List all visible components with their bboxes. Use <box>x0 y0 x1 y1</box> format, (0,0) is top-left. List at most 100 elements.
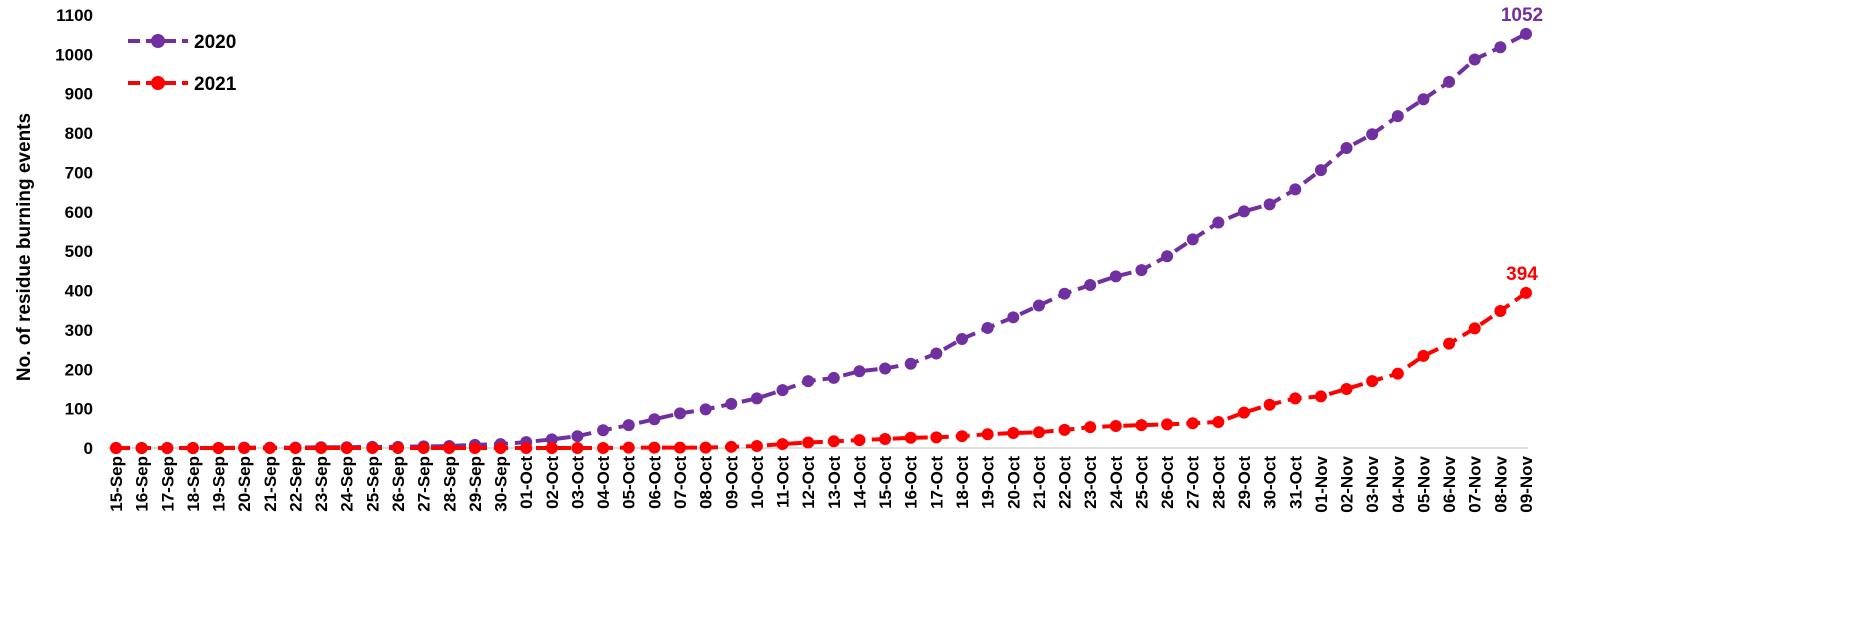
y-tick-label: 1000 <box>55 45 93 64</box>
x-tick-label: 29-Oct <box>1235 456 1254 509</box>
data-point-2021 <box>1520 286 1532 299</box>
y-tick-label: 400 <box>65 282 93 301</box>
data-point-2021 <box>879 432 892 445</box>
x-tick-label: 11-Oct <box>774 456 793 508</box>
y-tick-label: 700 <box>65 163 93 182</box>
data-point-2020 <box>597 424 610 437</box>
data-point-2020 <box>648 413 661 426</box>
data-point-2021 <box>468 442 481 454</box>
data-point-2020 <box>1494 41 1507 54</box>
x-tick-label: 07-Nov <box>1466 455 1485 512</box>
data-point-2020 <box>1417 93 1430 106</box>
data-point-2021 <box>443 442 456 454</box>
data-point-2021 <box>1058 423 1071 436</box>
data-point-2020 <box>853 365 866 378</box>
data-point-2021 <box>392 442 404 454</box>
series-2021 <box>110 286 1532 454</box>
legend-label-2020: 2020 <box>194 32 236 53</box>
x-tick-label: 15-Sep <box>107 456 126 512</box>
x-tick-label: 08-Oct <box>697 456 716 509</box>
x-tick-label: 24-Sep <box>338 456 357 512</box>
x-tick-label: 13-Oct <box>825 456 844 509</box>
data-point-2021 <box>1366 375 1379 388</box>
data-point-2021 <box>571 442 584 454</box>
y-tick-label: 200 <box>65 360 93 379</box>
end-label-2020: 1052 <box>1501 5 1543 26</box>
x-tick-label: 30-Oct <box>1261 456 1280 509</box>
data-point-2021 <box>186 442 199 454</box>
data-point-2021 <box>1032 426 1045 439</box>
x-tick-label: 25-Oct <box>1132 456 1151 509</box>
data-point-2021 <box>1391 367 1404 380</box>
x-tick-label: 10-Oct <box>748 456 767 509</box>
data-point-2021 <box>1494 305 1507 318</box>
x-tick-label: 25-Sep <box>363 456 382 512</box>
x-tick-label: 23-Oct <box>1081 456 1100 509</box>
data-point-2021 <box>494 442 507 454</box>
x-tick-label: 24-Oct <box>1107 456 1126 509</box>
x-tick-label: 18-Oct <box>953 456 972 509</box>
x-tick-label: 06-Nov <box>1440 455 1459 512</box>
x-tick-label: 02-Oct <box>543 456 562 509</box>
data-point-2020 <box>981 321 994 334</box>
x-tick-label: 05-Nov <box>1414 455 1433 512</box>
data-point-2020 <box>802 375 815 388</box>
data-point-2021 <box>1340 382 1353 395</box>
y-axis-ticks: 0 100 200 300 400 500 600 700 800 900 1000 1100 <box>55 6 93 458</box>
y-tick-label: 100 <box>65 400 93 419</box>
x-tick-label: 18-Sep <box>184 456 203 512</box>
data-point-2021 <box>1468 322 1481 335</box>
data-point-2020 <box>1238 205 1250 218</box>
data-point-2020 <box>674 407 686 420</box>
x-tick-label: 09-Oct <box>722 456 741 509</box>
data-point-2021 <box>1212 416 1225 429</box>
x-tick-label: 21-Oct <box>1030 456 1049 509</box>
series-2020 <box>110 27 1532 454</box>
x-tick-label: 09-Nov <box>1517 455 1536 512</box>
data-point-2021 <box>315 442 328 454</box>
data-point-2021 <box>674 441 686 454</box>
data-point-2021 <box>1007 427 1020 440</box>
data-point-2020 <box>1084 279 1097 292</box>
data-point-2021 <box>956 430 968 443</box>
data-point-2020 <box>1161 250 1174 263</box>
data-point-2020 <box>1058 287 1071 300</box>
data-point-2021 <box>545 442 558 454</box>
data-point-2020 <box>1263 198 1276 211</box>
x-tick-label: 02-Nov <box>1338 455 1357 512</box>
data-point-2021 <box>161 442 174 454</box>
x-axis-ticks: 15-Sep 16-Sep 17-Sep 18-Sep 19-Sep 20-Sep 21-S… <box>107 455 1536 512</box>
data-point-2021 <box>1161 418 1174 431</box>
x-tick-label: 19-Oct <box>979 456 998 509</box>
data-point-2021 <box>1417 349 1430 362</box>
end-label-2021: 394 <box>1506 264 1538 285</box>
series-line-2020 <box>116 32 1527 450</box>
data-point-2020 <box>545 433 558 446</box>
x-tick-label: 15-Oct <box>876 456 895 509</box>
data-point-2020 <box>879 362 892 375</box>
data-point-2020 <box>827 371 840 384</box>
data-point-2020 <box>750 392 763 405</box>
data-point-2021 <box>110 442 122 454</box>
data-point-2020 <box>622 419 635 432</box>
data-point-2020 <box>1109 270 1122 283</box>
x-tick-label: 22-Oct <box>1056 456 1075 509</box>
data-point-2020 <box>1212 216 1225 229</box>
y-tick-label: 1100 <box>56 6 93 25</box>
data-point-2021 <box>699 441 712 454</box>
x-tick-label: 16-Sep <box>133 456 152 512</box>
y-tick-label: 900 <box>65 85 93 104</box>
data-point-2020 <box>571 430 584 443</box>
x-tick-label: 16-Oct <box>902 456 921 509</box>
y-tick-label: 600 <box>65 203 93 222</box>
x-tick-label: 20-Oct <box>1004 456 1023 509</box>
data-point-2020 <box>930 347 943 360</box>
data-point-2021 <box>1238 406 1250 419</box>
legend-item-2020: 2020 <box>128 32 236 53</box>
x-tick-label: 01-Oct <box>517 456 536 509</box>
y-tick-label: 300 <box>65 321 93 340</box>
x-tick-label: 30-Sep <box>492 456 511 512</box>
data-point-2021 <box>366 442 379 454</box>
x-tick-label: 14-Oct <box>850 456 869 509</box>
data-point-2021 <box>417 442 430 454</box>
